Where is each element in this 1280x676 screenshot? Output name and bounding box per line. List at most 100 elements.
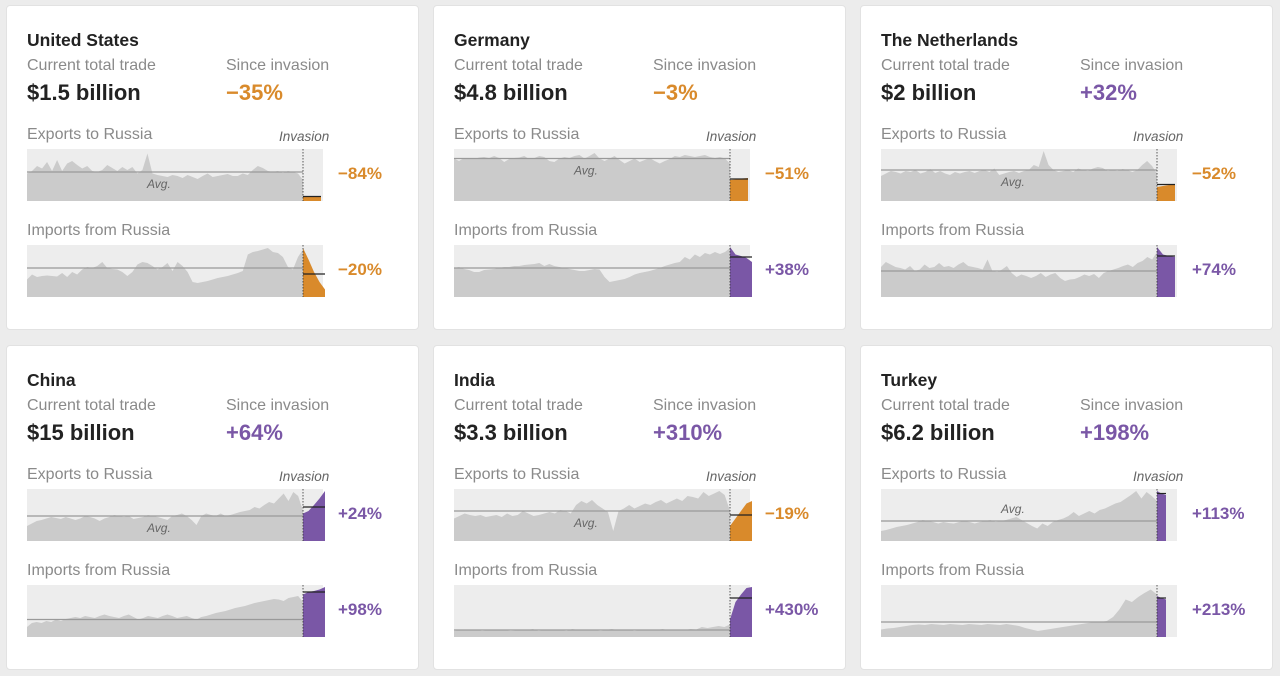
pre-invasion-area [27, 248, 303, 297]
post-invasion-area [730, 501, 752, 541]
imports-sparkline [881, 585, 1177, 637]
post-invasion-area [730, 587, 752, 637]
pre-invasion-area [881, 252, 1157, 297]
country-card-the-netherlands: The Netherlands Current total trade $2 b… [860, 5, 1273, 330]
exports-sparkline: Avg. [27, 149, 323, 201]
since-invasion-label: Since invasion [653, 397, 757, 414]
exports-sparkline: Avg. [881, 489, 1177, 541]
country-card-china: China Current total trade $15 billion Si… [6, 345, 419, 670]
invasion-label: Invasion [279, 129, 330, 144]
imports-change-value: +430% [765, 600, 819, 619]
imports-change-value: +74% [1192, 260, 1236, 279]
imports-sparkline [27, 585, 325, 637]
current-total-trade-label: Current total trade [454, 397, 583, 414]
pre-invasion-area [27, 153, 303, 201]
exports-label: Exports to Russia [454, 466, 580, 483]
current-total-trade-value: $4.8 billion [454, 80, 568, 105]
country-card-germany: Germany Current total trade $4.8 billion… [433, 5, 846, 330]
post-invasion-area [1157, 247, 1175, 297]
average-label: Avg. [573, 164, 598, 178]
imports-label: Imports from Russia [454, 562, 598, 579]
country-card-turkey: Turkey Current total trade $6.2 billion … [860, 345, 1273, 670]
exports-change-value: −84% [338, 164, 382, 183]
current-total-trade-label: Current total trade [27, 57, 156, 74]
invasion-label: Invasion [706, 129, 757, 144]
country-name: India [454, 370, 495, 390]
current-total-trade-label: Current total trade [27, 397, 156, 414]
imports-change-value: −20% [338, 260, 382, 279]
invasion-label: Invasion [706, 469, 757, 484]
average-label: Avg. [1000, 175, 1025, 189]
exports-change-value: +113% [1192, 504, 1245, 523]
current-total-trade-value: $2 billion [881, 80, 977, 105]
imports-sparkline [27, 245, 325, 297]
average-label: Avg. [573, 516, 598, 530]
pre-invasion-area [881, 491, 1157, 541]
since-invasion-label: Since invasion [226, 397, 330, 414]
average-label: Avg. [1000, 502, 1025, 516]
current-total-trade-value: $1.5 billion [27, 80, 141, 105]
imports-sparkline [454, 245, 752, 297]
current-total-trade-value: $3.3 billion [454, 420, 568, 445]
since-invasion-label: Since invasion [226, 57, 330, 74]
pre-invasion-area [881, 589, 1157, 637]
pre-invasion-area [454, 624, 730, 637]
imports-sparkline [881, 245, 1177, 297]
country-name: Germany [454, 30, 530, 50]
since-invasion-value: −35% [226, 80, 283, 105]
current-total-trade-label: Current total trade [881, 57, 1010, 74]
pre-invasion-area [454, 248, 730, 297]
exports-sparkline: Avg. [454, 149, 750, 201]
since-invasion-value: +198% [1080, 420, 1150, 445]
post-invasion-area [303, 587, 325, 637]
post-invasion-area [303, 248, 325, 297]
country-card-india: India Current total trade $3.3 billion S… [433, 345, 846, 670]
exports-sparkline: Avg. [454, 489, 752, 541]
pre-invasion-area [454, 491, 730, 541]
pre-invasion-area [27, 492, 303, 541]
country-name: The Netherlands [881, 30, 1019, 50]
imports-label: Imports from Russia [881, 562, 1025, 579]
current-total-trade-value: $6.2 billion [881, 420, 995, 445]
since-invasion-value: −3% [653, 80, 698, 105]
average-label: Avg. [146, 177, 171, 191]
imports-change-value: +98% [338, 600, 382, 619]
exports-label: Exports to Russia [27, 466, 153, 483]
post-invasion-area [730, 178, 748, 201]
imports-change-value: +38% [765, 260, 809, 279]
exports-change-value: +24% [338, 504, 382, 523]
current-total-trade-label: Current total trade [881, 397, 1010, 414]
post-invasion-area [1157, 491, 1166, 541]
exports-change-value: −51% [765, 164, 809, 183]
average-label: Avg. [146, 521, 171, 535]
post-invasion-area [730, 247, 752, 297]
imports-label: Imports from Russia [27, 222, 171, 239]
current-total-trade-label: Current total trade [454, 57, 583, 74]
imports-label: Imports from Russia [454, 222, 598, 239]
invasion-label: Invasion [1133, 129, 1184, 144]
exports-change-value: −52% [1192, 164, 1236, 183]
exports-label: Exports to Russia [454, 126, 580, 143]
since-invasion-label: Since invasion [1080, 57, 1184, 74]
country-name: Turkey [881, 370, 938, 390]
since-invasion-label: Since invasion [1080, 397, 1184, 414]
imports-label: Imports from Russia [27, 562, 171, 579]
country-card-united-states: United States Current total trade $1.5 b… [6, 5, 419, 330]
country-name: United States [27, 30, 139, 50]
imports-label: Imports from Russia [881, 222, 1025, 239]
invasion-label: Invasion [1133, 469, 1184, 484]
post-invasion-area [303, 196, 321, 201]
pre-invasion-area [881, 151, 1157, 201]
exports-sparkline: Avg. [27, 489, 325, 541]
exports-sparkline: Avg. [881, 149, 1177, 201]
exports-label: Exports to Russia [881, 466, 1007, 483]
post-invasion-area [1157, 596, 1166, 637]
pre-invasion-area [27, 596, 303, 637]
invasion-label: Invasion [279, 469, 330, 484]
since-invasion-value: +64% [226, 420, 283, 445]
exports-label: Exports to Russia [27, 126, 153, 143]
post-invasion-area [303, 491, 325, 541]
imports-sparkline [454, 585, 752, 637]
exports-change-value: −19% [765, 504, 809, 523]
exports-label: Exports to Russia [881, 126, 1007, 143]
